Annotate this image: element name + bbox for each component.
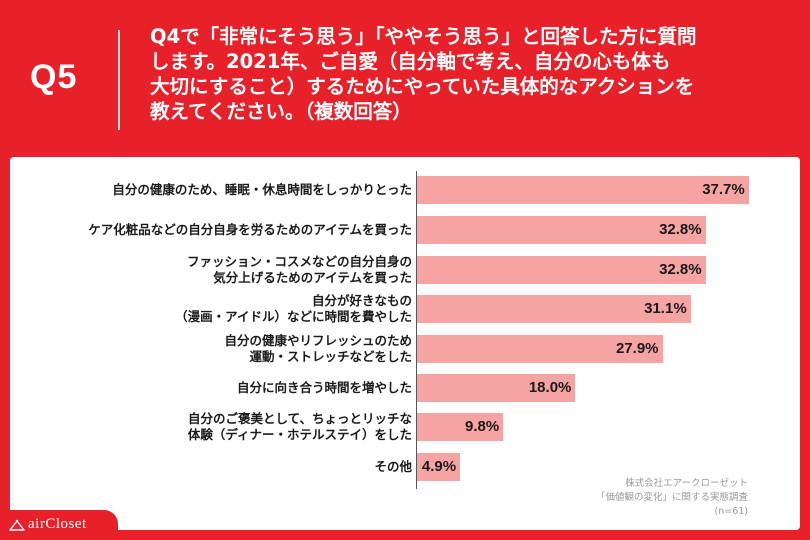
question-line-1: Q4で「非常にそう思う」「ややそう思う」と回答した方に質問 [150,25,697,48]
bar [417,256,706,284]
bar-value-label: 31.1% [644,300,687,317]
bar-value-label: 37.7% [702,181,745,198]
bar [417,453,461,481]
category-label-line: （漫画・アイドル）などに時間を費やした [175,309,412,324]
category-label: 自分のご褒美として、ちょっとリッチな 体験（ディナー・ホテルステイ）をした [32,411,412,443]
header: Q5 Q4で「非常にそう思う」「ややそう思う」と回答した方に質問 します。202… [0,0,810,150]
category-label: 自分の健康やリフレッシュのため 運動・ストレッチなどをした [32,333,412,365]
bar [417,374,576,402]
bar [417,295,691,323]
category-label: 自分に向き合う時間を増やした [32,380,412,396]
source-survey: 「価値観の変化」に関する実態調査 [595,492,748,503]
category-label-line: 自分のご褒美として、ちょっとリッチな [187,411,412,426]
question-number: Q5 [30,58,78,96]
bar [417,335,663,363]
category-label: ケア化粧品などの自分自身を労るためのアイテムを買った [32,222,412,238]
category-label-line: 自分に向き合う時間を増やした [236,380,412,395]
hanger-icon [9,519,25,531]
chart-panel: 37.7% 自分の健康のため、睡眠・休息時間をしっかりとった 32.8% ケア化粧品な… [10,157,800,530]
logo-text: airCloset [28,516,87,532]
category-label-line: 自分の健康やリフレッシュのため [224,333,412,348]
question-line-2: します。2021年、ご自愛（自分軸で考え、自分の心も体も [150,50,671,73]
y-axis-line [416,171,417,489]
category-label: 自分が好きなもの （漫画・アイドル）などに時間を費やした [32,293,412,325]
bar-chart: 37.7% 自分の健康のため、睡眠・休息時間をしっかりとった 32.8% ケア化粧品な… [10,157,800,530]
bar [417,216,706,244]
category-label-line: ファッション・コスメなどの自分自身の [186,254,412,269]
header-divider [118,30,120,130]
category-label-line: 体験（ディナー・ホテルステイ）をした [187,427,412,442]
question-line-3: 大切にすること）するためにやっていた具体的なアクションを [150,75,695,98]
category-label-line: 運動・ストレッチなどをした [249,349,412,364]
bar-value-label: 32.8% [659,221,702,238]
bar-value-label: 4.9% [421,458,457,475]
source-company: 株式会社エアークローゼット [625,478,748,489]
source-sample-size: (n=61) [714,506,748,517]
category-label-line: ケア化粧品などの自分自身を労るためのアイテムを買った [88,222,412,237]
bar-value-label: 9.8% [465,418,500,435]
bar [417,413,504,441]
category-label-line: 自分の健康のため、睡眠・休息時間をしっかりとった [112,182,412,197]
bar-value-label: 18.0% [528,379,572,396]
question-line-4: 教えてください。（複数回答） [150,100,412,123]
aircloset-logo: airCloset [0,510,118,540]
category-label: ファッション・コスメなどの自分自身の 気分上げるためのアイテムを買った [32,254,412,286]
bar [417,176,749,204]
bar-value-label: 27.9% [615,340,659,357]
category-label-line: 気分上げるためのアイテムを買った [213,270,412,285]
category-label: 自分の健康のため、睡眠・休息時間をしっかりとった [32,182,412,198]
category-label-line: 自分が好きなもの [311,293,412,308]
source-note: 株式会社エアークローゼット 「価値観の変化」に関する実態調査 (n=61) [548,477,748,519]
question-text: Q4で「非常にそう思う」「ややそう思う」と回答した方に質問 します。2021年、… [150,24,790,124]
bar-value-label: 32.8% [659,261,702,278]
category-label: その他 [32,459,412,475]
category-label-line: その他 [374,459,412,474]
